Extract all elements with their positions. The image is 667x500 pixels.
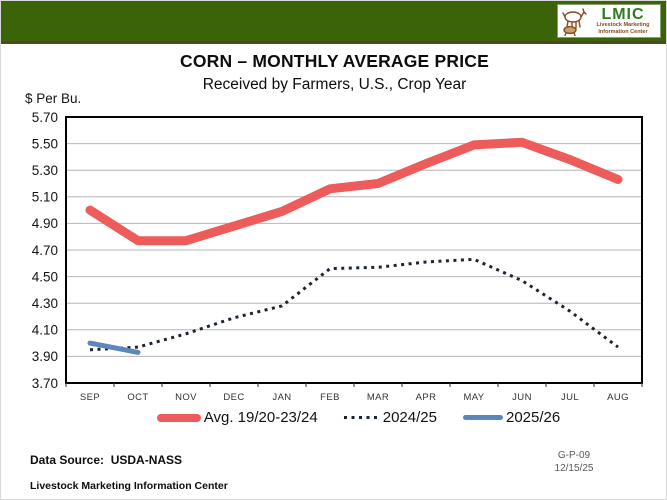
- legend-swatch-2025-26: [462, 415, 503, 420]
- legend-swatch-2024-25: [343, 416, 380, 419]
- svg-text:4.70: 4.70: [32, 243, 58, 258]
- svg-text:JUL: JUL: [561, 392, 579, 403]
- svg-text:NOV: NOV: [175, 392, 197, 403]
- reference-date: 12/15/25: [554, 462, 594, 474]
- livestock-sketch-icon: [562, 8, 587, 36]
- lmic-sub-line1: Livestock Marketing: [596, 22, 650, 28]
- legend-label-avg: Avg. 19/20-23/24: [203, 409, 318, 426]
- svg-text:5.10: 5.10: [32, 190, 58, 205]
- svg-text:5.30: 5.30: [32, 163, 58, 178]
- lmic-sub-line2: Information Center: [598, 28, 648, 35]
- lmic-logo: LMIC Livestock Marketing Information Cen…: [557, 4, 661, 38]
- svg-text:JUN: JUN: [512, 392, 532, 403]
- page-title: CORN – MONTHLY AVERAGE PRICE: [180, 51, 489, 71]
- data-source-label: Data Source: USDA-NASS: [30, 453, 183, 467]
- header-band: [1, 1, 666, 44]
- y-axis-unit-label: $ Per Bu.: [25, 91, 82, 106]
- svg-text:MAY: MAY: [463, 392, 484, 403]
- legend-item-avg: Avg. 19/20-23/24: [156, 409, 318, 426]
- lmic-logo-text: LMIC Livestock Marketing Information Cen…: [589, 7, 657, 35]
- svg-text:APR: APR: [416, 392, 437, 403]
- lmic-acronym: LMIC: [601, 6, 645, 23]
- svg-text:MAR: MAR: [367, 392, 389, 403]
- svg-text:3.70: 3.70: [32, 376, 58, 391]
- svg-text:SEP: SEP: [80, 392, 100, 403]
- svg-text:AUG: AUG: [607, 392, 629, 403]
- chart-legend: Avg. 19/20-23/24 2024/25 2025/26: [1, 409, 666, 426]
- svg-text:JAN: JAN: [272, 392, 291, 403]
- svg-text:4.90: 4.90: [32, 216, 58, 231]
- svg-text:FEB: FEB: [320, 392, 340, 403]
- svg-text:5.70: 5.70: [32, 110, 58, 125]
- reference-code: G-P-09: [557, 450, 591, 461]
- reference-code-block: G-P-09 12/15/25: [529, 450, 619, 475]
- org-label: Livestock Marketing Information Center: [30, 480, 228, 492]
- legend-label-2024-25: 2024/25: [382, 409, 437, 426]
- svg-text:5.50: 5.50: [32, 136, 58, 151]
- svg-text:DEC: DEC: [223, 392, 244, 403]
- page-subtitle: Received by Farmers, U.S., Crop Year: [202, 76, 467, 93]
- legend-label-2025-26: 2025/26: [505, 409, 561, 426]
- svg-text:4.30: 4.30: [32, 296, 58, 311]
- legend-item-2024-25: 2024/25: [343, 409, 437, 426]
- svg-text:4.50: 4.50: [32, 269, 58, 284]
- legend-item-2025-26: 2025/26: [462, 409, 561, 426]
- svg-text:3.90: 3.90: [32, 349, 58, 364]
- svg-text:4.10: 4.10: [32, 323, 58, 338]
- svg-text:OCT: OCT: [127, 392, 148, 403]
- price-chart: 3.70 3.90 4.10 4.30 4.50 4.70 4.90 5.10 5.30 5.50…: [32, 110, 643, 403]
- legend-swatch-avg: [156, 413, 201, 422]
